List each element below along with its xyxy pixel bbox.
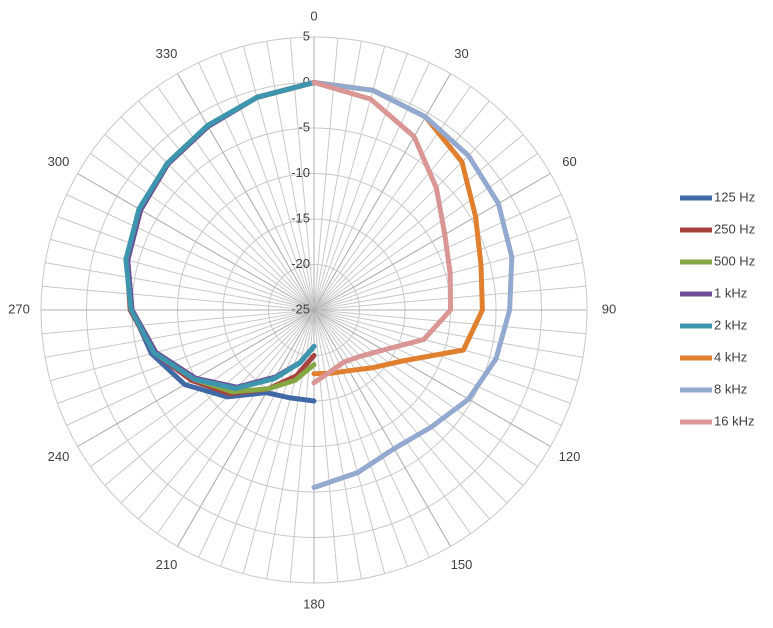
radial-label: 5 — [303, 28, 310, 43]
angle-tick — [313, 309, 451, 547]
legend-label: 500 Hz — [714, 253, 755, 268]
angle-tick — [77, 173, 315, 311]
angle-label: 180 — [303, 596, 325, 611]
radial-label: -10 — [291, 165, 310, 180]
radial-label: -5 — [298, 119, 310, 134]
radial-label: 0 — [303, 74, 310, 89]
angle-label: 210 — [156, 557, 178, 572]
angle-label: 30 — [454, 46, 468, 61]
radial-label: -20 — [291, 256, 310, 271]
radial-label: -15 — [291, 210, 310, 225]
legend-label: 250 Hz — [714, 221, 755, 236]
legend-label: 4 kHz — [714, 349, 747, 364]
legend-label: 16 kHz — [714, 413, 754, 428]
legend-label: 125 Hz — [714, 189, 755, 204]
angle-label: 330 — [156, 46, 178, 61]
angle-label: 60 — [562, 154, 576, 169]
angle-label: 270 — [8, 301, 30, 316]
angle-tick — [177, 309, 315, 547]
angle-label: 0 — [310, 8, 317, 23]
angle-label: 240 — [48, 449, 70, 464]
legend-label: 1 kHz — [714, 285, 747, 300]
legend-label: 2 kHz — [714, 317, 747, 332]
angle-tick — [313, 309, 551, 447]
angle-tick — [313, 73, 451, 311]
series-line — [311, 80, 515, 490]
angle-label: 150 — [451, 557, 473, 572]
series-line — [311, 80, 453, 386]
legend-label: 8 kHz — [714, 381, 747, 396]
angle-label: 90 — [602, 301, 616, 316]
angle-label: 120 — [559, 449, 581, 464]
radial-label: -25 — [291, 301, 310, 316]
series-line — [123, 80, 317, 391]
angle-tick — [177, 73, 315, 311]
angle-label: 300 — [48, 154, 70, 169]
series-line — [125, 80, 317, 390]
angle-tick — [313, 173, 551, 311]
